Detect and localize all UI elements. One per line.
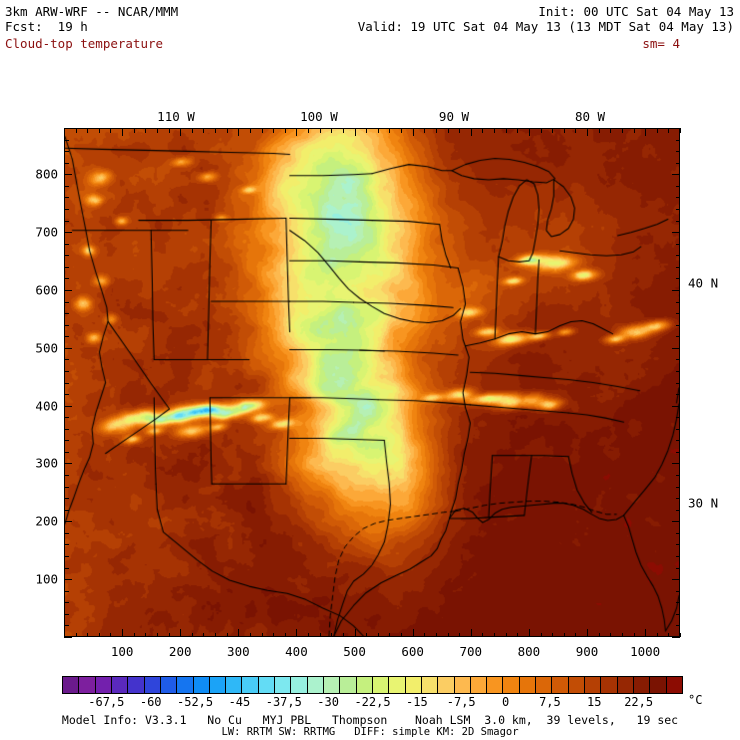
colorbar-swatch: [79, 677, 96, 693]
colorbar-unit-label: °C: [688, 693, 703, 707]
colorbar-swatch: [177, 677, 194, 693]
x-axis-tick-label: 600: [401, 644, 424, 659]
longitude-label: 80 W: [574, 109, 606, 124]
colorbar-swatch: [503, 677, 520, 693]
colorbar-tick-label: -7,5: [446, 695, 476, 709]
y-axis-tick-label: 300: [35, 455, 58, 471]
colorbar-swatch: [193, 677, 210, 693]
colorbar-swatch: [421, 677, 439, 693]
colorbar-swatch: [63, 677, 80, 693]
y-axis-tick-label: 400: [35, 398, 58, 414]
colorbar-swatch: [111, 677, 129, 693]
colorbar-swatch: [585, 677, 602, 693]
colorbar-swatch: [291, 677, 308, 693]
colorbar-tick-label: -37,5: [265, 695, 302, 709]
y-axis-tick-label: 100: [35, 571, 58, 587]
x-axis-tick-label: 500: [343, 644, 366, 659]
colorbar-tick-label: -45: [228, 695, 251, 709]
smoothing-value: sm= 4: [642, 36, 680, 51]
colorbar-swatch: [454, 677, 471, 693]
colorbar-swatch: [617, 677, 634, 693]
x-axis-tick-label: 400: [285, 644, 308, 659]
model-info-line-2: LW: RRTM SW: RRTMG DIFF: simple KM: 2D S…: [221, 726, 519, 738]
colorbar-swatch: [519, 677, 537, 693]
y-axis-tick-label: 800: [35, 166, 58, 182]
map-plot-area: [64, 128, 681, 638]
colorbar-tick-label: 0: [501, 695, 510, 709]
colorbar-swatch: [633, 677, 651, 693]
colorbar-swatch: [242, 677, 259, 693]
y-axis-tick-label: 600: [35, 282, 58, 298]
latitude-label: 30 N: [688, 495, 719, 511]
colorbar-tick-label: -30: [317, 695, 339, 709]
x-axis-tick-label: 200: [168, 644, 192, 659]
colorbar-swatch: [226, 677, 243, 693]
colorbar-tick-label: 15: [587, 695, 602, 709]
map-frame: [64, 128, 680, 637]
colorbar-swatch: [307, 677, 324, 693]
field-name: Cloud-top temperature: [5, 36, 164, 51]
colorbar-swatch: [601, 677, 618, 693]
colorbar-swatch: [160, 677, 178, 693]
init-time: Init: 00 UTC Sat 04 May 13: [538, 4, 734, 19]
x-axis-tick-label: 100: [110, 644, 134, 659]
colorbar-swatch: [356, 677, 373, 693]
colorbar-tick-label: -52,5: [177, 695, 214, 709]
y-axis-tick-label: 700: [35, 224, 58, 240]
x-axis-tick-label: 300: [227, 644, 250, 659]
cloud-top-temperature-map: [65, 129, 679, 636]
colorbar-tick-label: 7,5: [539, 695, 561, 709]
longitude-label: 90 W: [438, 109, 470, 124]
x-axis-tick-label: 700: [459, 644, 483, 659]
y-axis-tick-label: 200: [35, 513, 58, 529]
longitude-label: 100 W: [300, 109, 338, 124]
y-axis-tick-label: 500: [35, 340, 58, 356]
colorbar-swatch: [405, 677, 422, 693]
x-axis-tick-label: 800: [517, 644, 541, 659]
latitude-label: 40 N: [688, 275, 719, 291]
colorbar: [62, 676, 683, 694]
colorbar-swatch: [275, 677, 292, 693]
colorbar-swatch: [487, 677, 504, 693]
colorbar-swatches: [62, 676, 683, 694]
colorbar-swatch: [389, 677, 406, 693]
colorbar-swatch: [470, 677, 488, 693]
colorbar-swatch: [372, 677, 390, 693]
colorbar-swatch: [340, 677, 357, 693]
colorbar-swatch: [650, 677, 667, 693]
colorbar-swatch: [128, 677, 145, 693]
colorbar-swatch: [144, 677, 161, 693]
colorbar-tick-label: -22,5: [354, 695, 391, 709]
x-axis-tick-label: 1000: [630, 644, 661, 659]
colorbar-swatch: [438, 677, 455, 693]
colorbar-swatch: [666, 677, 682, 693]
model-info-line-1: Model Info: V3.3.1 No Cu MYJ PBL Thompso…: [61, 713, 679, 727]
colorbar-tick-label: -15: [406, 695, 428, 709]
model-title: 3km ARW-WRF -- NCAR/MMM: [5, 4, 179, 19]
colorbar-swatch: [209, 677, 227, 693]
colorbar-tick-label: -60: [139, 695, 162, 709]
colorbar-swatch: [536, 677, 553, 693]
longitude-label: 110 W: [157, 109, 195, 124]
colorbar-tick-label: 22,5: [624, 695, 654, 709]
valid-time: Valid: 19 UTC Sat 04 May 13 (13 MDT Sat …: [357, 19, 734, 34]
colorbar-swatch: [324, 677, 341, 693]
colorbar-tick-label: -67,5: [88, 695, 125, 709]
colorbar-swatch: [258, 677, 276, 693]
colorbar-swatch: [95, 677, 112, 693]
colorbar-swatch: [552, 677, 569, 693]
x-axis-tick-label: 900: [575, 644, 599, 659]
colorbar-swatch: [568, 677, 585, 693]
forecast-hour: Fcst: 19 h: [5, 19, 88, 34]
